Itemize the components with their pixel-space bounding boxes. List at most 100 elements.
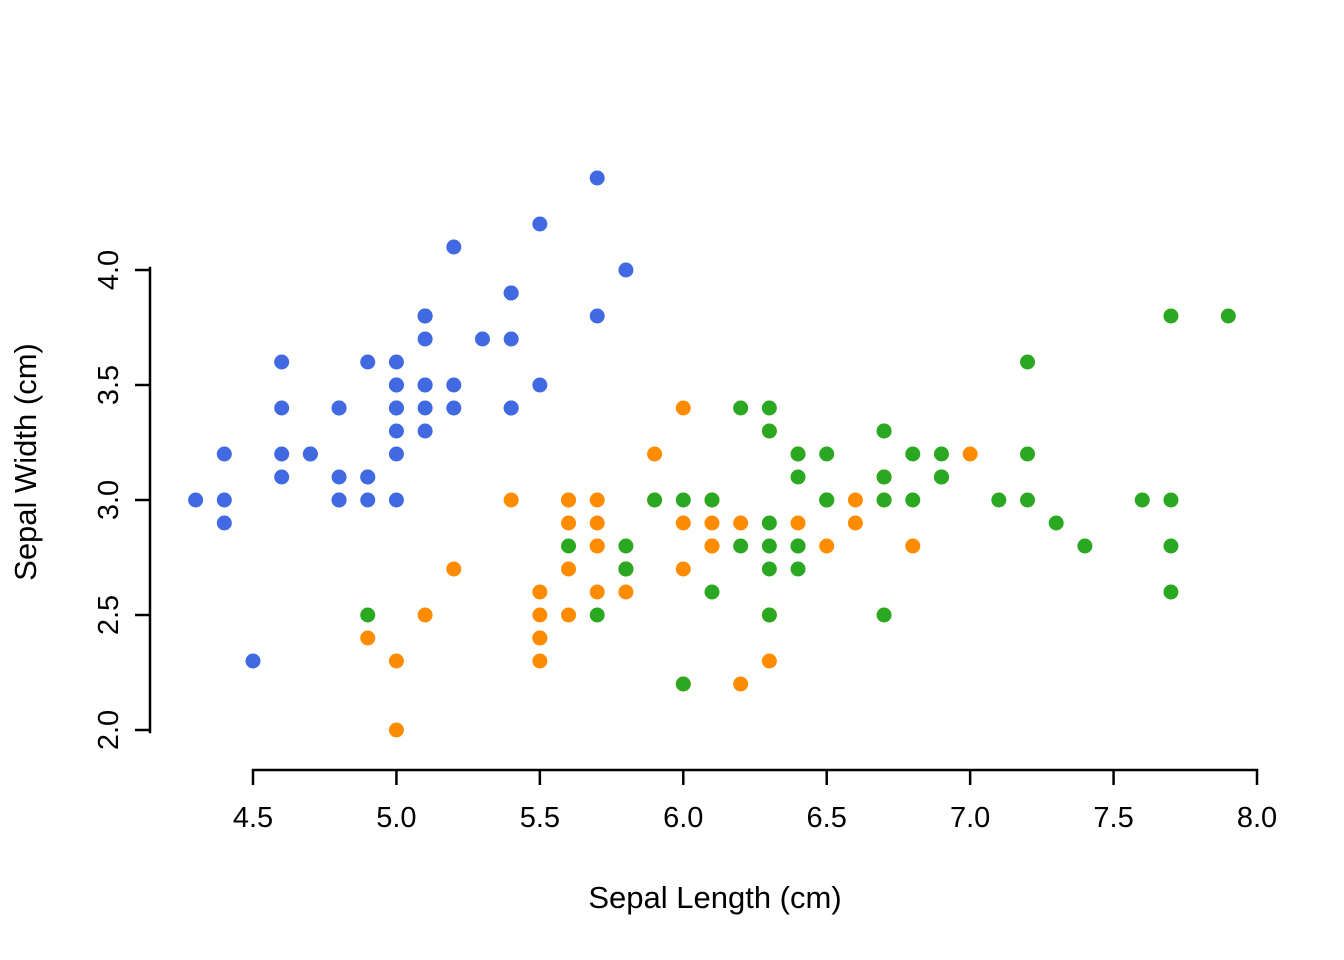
data-point-orange [647, 446, 663, 462]
data-point-blue [216, 492, 232, 508]
data-point-blue [532, 377, 548, 393]
data-point-blue [503, 400, 519, 416]
data-point-orange [388, 722, 404, 738]
x-tick-label: 6.5 [807, 802, 847, 834]
data-point-blue [188, 492, 204, 508]
data-point-orange [503, 492, 519, 508]
data-point-orange [761, 653, 777, 669]
data-point-blue [388, 354, 404, 370]
data-point-green [675, 492, 691, 508]
data-point-green [733, 400, 749, 416]
data-point-blue [417, 377, 433, 393]
data-point-orange [905, 538, 921, 554]
data-point-blue [216, 446, 232, 462]
data-point-green [905, 492, 921, 508]
data-point-green [1220, 308, 1236, 324]
data-points [188, 170, 1236, 738]
data-point-blue [446, 377, 462, 393]
x-tick-label: 8.0 [1237, 802, 1277, 834]
data-point-green [1134, 492, 1150, 508]
data-point-green [876, 607, 892, 623]
data-point-orange [847, 515, 863, 531]
y-tick-label: 3.0 [93, 480, 125, 520]
data-point-green [761, 561, 777, 577]
data-point-blue [417, 308, 433, 324]
data-point-green [733, 538, 749, 554]
data-point-orange [561, 561, 577, 577]
data-point-green [933, 469, 949, 485]
data-point-green [933, 446, 949, 462]
data-point-green [991, 492, 1007, 508]
data-point-blue [388, 492, 404, 508]
data-point-orange [733, 676, 749, 692]
data-point-blue [618, 262, 634, 278]
data-point-green [876, 492, 892, 508]
data-point-orange [675, 400, 691, 416]
data-point-green [761, 423, 777, 439]
data-point-blue [589, 170, 605, 186]
data-point-blue [388, 423, 404, 439]
data-point-orange [675, 515, 691, 531]
data-point-blue [417, 400, 433, 416]
x-tick-label: 7.0 [950, 802, 990, 834]
data-point-blue [360, 354, 376, 370]
data-point-blue [417, 331, 433, 347]
data-point-green [761, 538, 777, 554]
data-point-green [1163, 584, 1179, 600]
x-axis-ticks: 4.5 5.0 5.5 6.0 6.5 7.0 7.5 8.0 [233, 770, 1277, 834]
y-axis-ticks: 2.0 2.5 3.0 3.5 4.0 [93, 250, 150, 750]
y-axis-title: Sepal Width (cm) [8, 343, 43, 581]
data-point-orange [388, 653, 404, 669]
data-point-blue [446, 239, 462, 255]
data-point-blue [331, 469, 347, 485]
data-point-orange [417, 607, 433, 623]
data-point-green [790, 561, 806, 577]
data-point-blue [360, 492, 376, 508]
data-point-green [1020, 492, 1036, 508]
data-point-green [675, 676, 691, 692]
data-point-orange [561, 492, 577, 508]
data-point-green [876, 423, 892, 439]
data-point-blue [474, 331, 490, 347]
data-point-blue [532, 216, 548, 232]
data-point-green [790, 446, 806, 462]
data-point-green [1163, 538, 1179, 554]
data-point-green [1020, 354, 1036, 370]
data-point-blue [388, 377, 404, 393]
data-point-orange [589, 492, 605, 508]
data-point-orange [819, 538, 835, 554]
y-tick-label: 2.5 [93, 595, 125, 635]
data-point-blue [388, 400, 404, 416]
data-point-orange [790, 515, 806, 531]
data-point-blue [331, 492, 347, 508]
data-point-orange [561, 515, 577, 531]
data-point-orange [360, 630, 376, 646]
data-point-green [1020, 446, 1036, 462]
data-point-green [905, 446, 921, 462]
data-point-blue [331, 400, 347, 416]
data-point-orange [847, 492, 863, 508]
data-point-blue [589, 308, 605, 324]
x-tick-label: 5.0 [376, 802, 416, 834]
data-point-green [647, 492, 663, 508]
data-point-orange [675, 561, 691, 577]
data-point-green [761, 400, 777, 416]
x-axis-title: Sepal Length (cm) [588, 880, 841, 915]
data-point-green [1163, 492, 1179, 508]
x-tick-label: 4.5 [233, 802, 273, 834]
data-point-green [618, 538, 634, 554]
data-point-blue [417, 423, 433, 439]
data-point-green [761, 515, 777, 531]
data-point-green [1163, 308, 1179, 324]
data-point-blue [274, 354, 290, 370]
data-point-blue [388, 446, 404, 462]
data-point-blue [274, 469, 290, 485]
data-point-orange [962, 446, 978, 462]
data-point-green [876, 469, 892, 485]
data-point-blue [360, 469, 376, 485]
data-point-green [819, 492, 835, 508]
data-point-green [761, 607, 777, 623]
data-point-green [819, 446, 835, 462]
